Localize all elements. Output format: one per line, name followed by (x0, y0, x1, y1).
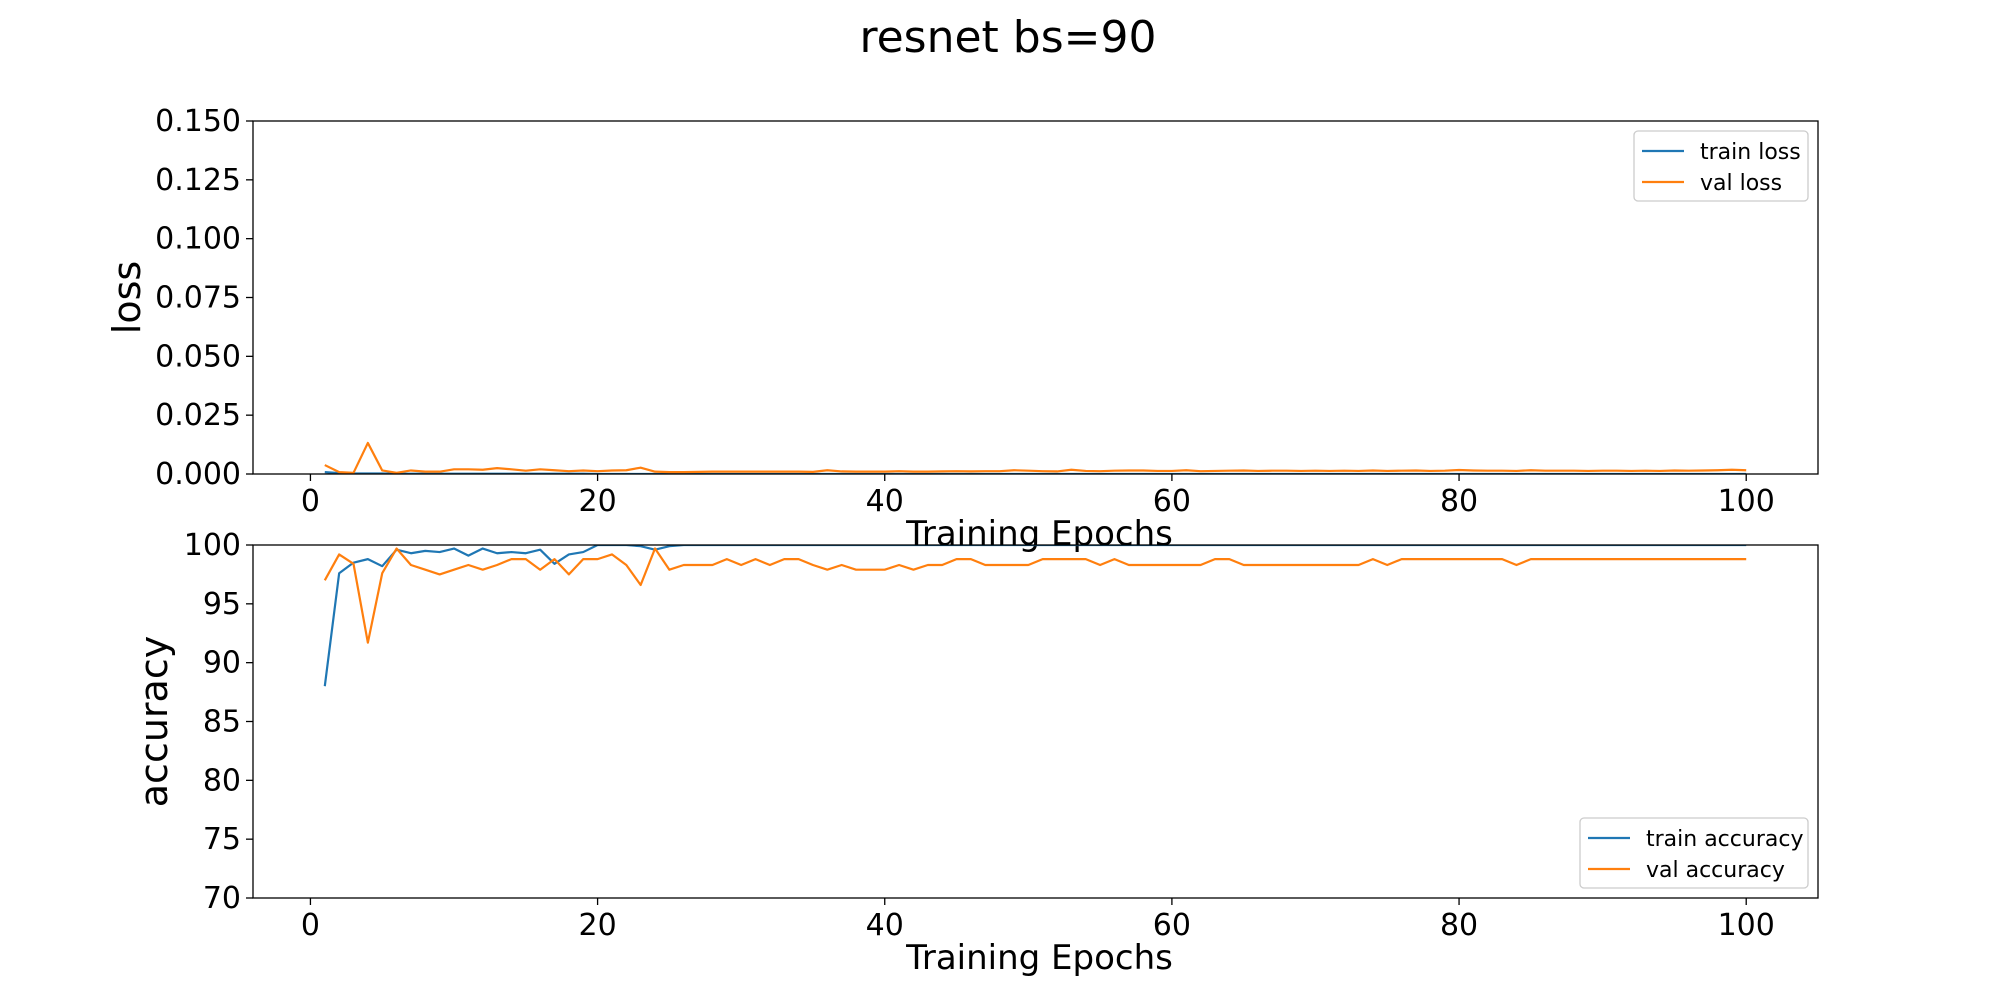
accuracy-legend-val-label: val accuracy (1646, 858, 1785, 883)
accuracy-x-tick-label: 80 (1440, 908, 1478, 943)
accuracy-x-tick-label: 40 (866, 908, 904, 943)
accuracy-y-tick-label: 75 (203, 822, 241, 857)
accuracy-x-axis-label: Training Epochs (905, 938, 1173, 978)
loss-y-ticks: 0.000 0.025 0.050 0.075 0.100 0.125 0.150 (155, 104, 253, 492)
accuracy-x-tick-label: 0 (301, 908, 320, 943)
loss-legend-val-label: val loss (1700, 171, 1782, 196)
loss-y-tick-label: 0.000 (155, 457, 241, 492)
accuracy-y-tick-label: 95 (203, 587, 241, 622)
accuracy-y-tick-label: 85 (203, 705, 241, 740)
train-accuracy-line (323, 545, 1747, 687)
accuracy-x-tick-label: 20 (578, 908, 616, 943)
loss-x-tick-label: 20 (578, 484, 616, 519)
accuracy-y-axis-label: accuracy (132, 636, 176, 807)
figure-title: resnet bs=90 (859, 12, 1156, 63)
val-loss-line (324, 441, 1747, 474)
loss-y-axis-label: loss (105, 261, 149, 334)
val-accuracy-line (323, 547, 1747, 644)
loss-y-tick-label: 0.050 (155, 339, 241, 374)
loss-x-tick-label: 40 (866, 484, 904, 519)
loss-legend: train loss val loss (1633, 130, 1809, 202)
loss-legend-train-label: train loss (1700, 140, 1801, 165)
loss-y-tick-label: 0.150 (155, 104, 241, 139)
accuracy-lines (323, 545, 1747, 687)
accuracy-y-tick-label: 80 (203, 763, 241, 798)
loss-y-tick-label: 0.025 (155, 398, 241, 433)
loss-y-tick-label: 0.100 (155, 222, 241, 257)
loss-x-tick-label: 100 (1718, 484, 1775, 519)
accuracy-y-tick-label: 100 (184, 528, 241, 563)
loss-y-tick-label: 0.125 (155, 163, 241, 198)
loss-subplot: 0 20 40 60 80 100 0.0000.0250.0500.0750.1000.… (105, 104, 1819, 554)
accuracy-y-tick-label: 90 (203, 646, 241, 681)
accuracy-x-tick-label: 60 (1153, 908, 1191, 943)
accuracy-legend-train-label: train accuracy (1646, 827, 1803, 852)
accuracy-y-tick-label: 70 (203, 881, 241, 916)
loss-y-tick-label: 0.075 (155, 281, 241, 316)
accuracy-x-ticks: 0 20 40 60 80 100 (301, 898, 1775, 943)
accuracy-x-tick-label: 100 (1718, 908, 1775, 943)
loss-legend-box (1633, 130, 1809, 202)
accuracy-subplot: 0 20 40 60 80 100 70 75 80 85 90 95 100 Training Ep… (132, 528, 1819, 978)
loss-x-tick-label: 0 (301, 484, 320, 519)
loss-x-ticks: 0 20 40 60 80 100 (301, 474, 1775, 519)
loss-x-axis-label: Training Epochs (905, 514, 1173, 554)
accuracy-legend: train accuracy val accuracy (1579, 817, 1809, 889)
accuracy-y-ticks: 70 75 80 85 90 95 100 (184, 528, 253, 916)
accuracy-legend-box (1579, 817, 1809, 889)
loss-x-tick-label: 80 (1440, 484, 1478, 519)
loss-x-tick-label: 60 (1153, 484, 1191, 519)
